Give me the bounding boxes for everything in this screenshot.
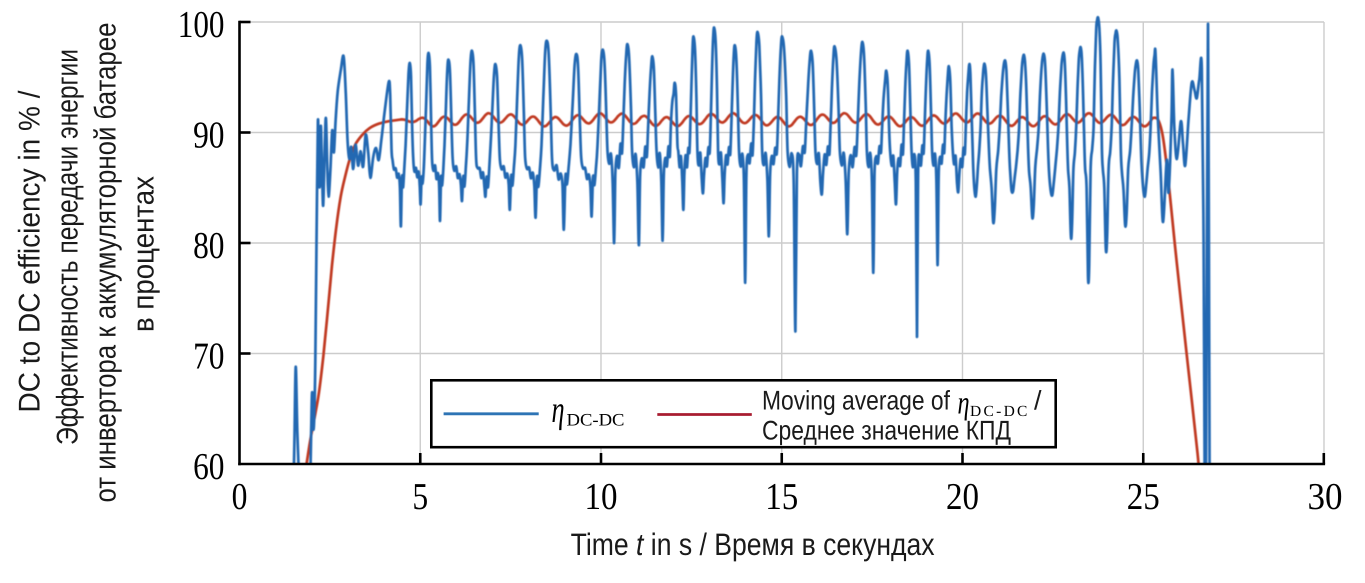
svg-text:Moving average of: Moving average of	[762, 385, 950, 415]
svg-text:30: 30	[1308, 476, 1343, 518]
svg-text:10: 10	[585, 476, 618, 518]
svg-text:DC-DC: DC-DC	[567, 410, 625, 430]
svg-text:20: 20	[946, 476, 979, 518]
svg-text:80: 80	[193, 225, 224, 267]
svg-text:70: 70	[193, 335, 224, 377]
svg-text:Time t in s / Время в секундах: Time t in s / Время в секундах	[571, 527, 935, 562]
svg-text:60: 60	[193, 446, 224, 488]
svg-text:Среднее значение КПД: Среднее значение КПД	[762, 416, 1011, 446]
svg-text:DC-DC: DC-DC	[970, 403, 1027, 420]
svg-text:в процентах: в процентах	[127, 176, 160, 332]
svg-text:25: 25	[1127, 476, 1160, 518]
svg-text:0: 0	[232, 476, 248, 518]
svg-text:/: /	[1034, 385, 1042, 415]
svg-text:90: 90	[193, 114, 224, 156]
svg-text:Эффективность передачи энергии: Эффективность передачи энергии	[51, 49, 84, 445]
svg-text:от инвертора к аккумуляторной: от инвертора к аккумуляторной батарее	[89, 23, 122, 503]
svg-text:15: 15	[765, 476, 798, 518]
svg-text:100: 100	[178, 4, 225, 46]
svg-text:η: η	[552, 389, 565, 431]
svg-text:DC to DC efficiency in % /: DC to DC efficiency in % /	[13, 90, 46, 413]
svg-text:5: 5	[412, 476, 428, 518]
svg-text:η: η	[958, 386, 970, 422]
